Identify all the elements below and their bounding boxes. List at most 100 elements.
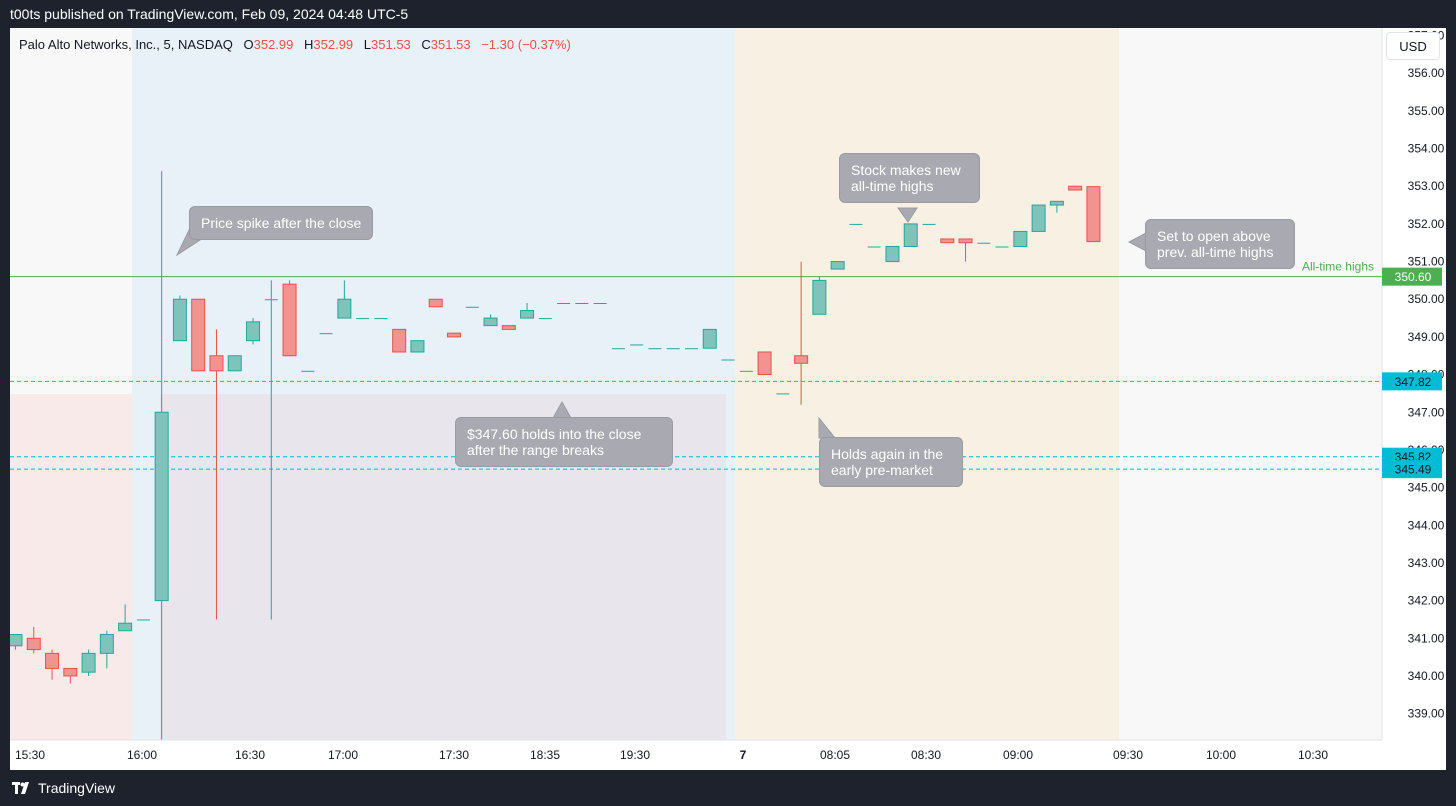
candle[interactable] bbox=[575, 303, 589, 305]
candle[interactable] bbox=[940, 238, 955, 244]
candle[interactable] bbox=[903, 223, 918, 247]
candle[interactable] bbox=[812, 276, 827, 315]
candle[interactable] bbox=[648, 348, 662, 350]
candle[interactable] bbox=[958, 238, 973, 262]
candle-body bbox=[922, 223, 936, 225]
candle-body bbox=[575, 303, 589, 305]
callout-holds-close: $347.60 holds into the close after the r… bbox=[455, 417, 673, 467]
candle[interactable] bbox=[721, 359, 735, 361]
level-price-tag bbox=[1382, 267, 1442, 286]
candle[interactable] bbox=[81, 649, 96, 676]
candle[interactable] bbox=[611, 348, 625, 350]
candle[interactable] bbox=[630, 344, 644, 346]
candle[interactable] bbox=[374, 318, 388, 320]
candle[interactable] bbox=[246, 318, 261, 345]
candle[interactable] bbox=[227, 355, 242, 372]
candle-body bbox=[392, 328, 407, 353]
callout-price-spike: Price spike after the close bbox=[189, 206, 374, 240]
candle[interactable] bbox=[538, 318, 552, 320]
candle[interactable] bbox=[995, 246, 1009, 248]
currency-button[interactable]: USD bbox=[1386, 32, 1440, 60]
candle[interactable] bbox=[483, 314, 498, 327]
candle[interactable] bbox=[666, 348, 680, 350]
candle[interactable] bbox=[191, 298, 206, 372]
candle-body bbox=[958, 238, 973, 244]
callout-line: prev. all-time highs bbox=[1157, 244, 1274, 260]
candle[interactable] bbox=[776, 393, 790, 395]
candle[interactable] bbox=[757, 351, 772, 376]
level-price-tag bbox=[1382, 460, 1442, 479]
candle[interactable] bbox=[977, 242, 991, 244]
candle[interactable] bbox=[739, 370, 753, 372]
candle[interactable] bbox=[99, 630, 114, 669]
candle-body bbox=[1068, 185, 1083, 191]
candle[interactable] bbox=[45, 649, 60, 680]
candle[interactable] bbox=[410, 340, 425, 353]
candle[interactable] bbox=[209, 329, 224, 620]
candle[interactable] bbox=[1013, 230, 1028, 247]
range-zone-left bbox=[10, 394, 132, 740]
candle[interactable] bbox=[1086, 186, 1101, 243]
candle-body bbox=[337, 298, 352, 319]
candle[interactable] bbox=[154, 171, 169, 744]
candle-body bbox=[81, 652, 96, 673]
candle[interactable] bbox=[446, 332, 461, 338]
callout-new-highs: Stock makes new all-time highs bbox=[839, 153, 980, 203]
y-tick-label: 340.00 bbox=[1408, 669, 1445, 683]
candle[interactable] bbox=[1068, 185, 1083, 191]
candle[interactable] bbox=[301, 370, 315, 372]
candle[interactable] bbox=[849, 223, 863, 225]
candle[interactable] bbox=[428, 298, 443, 308]
candle-body bbox=[794, 355, 809, 364]
x-tick-label: 09:00 bbox=[1003, 748, 1033, 762]
candle-body bbox=[227, 355, 242, 372]
open-value: 352.99 bbox=[253, 37, 294, 52]
candle-body bbox=[282, 283, 297, 357]
candle[interactable] bbox=[830, 261, 845, 270]
candle[interactable] bbox=[794, 261, 809, 405]
candle[interactable] bbox=[337, 280, 352, 319]
candle[interactable] bbox=[520, 303, 535, 319]
high-label: H bbox=[304, 37, 314, 52]
candle[interactable] bbox=[501, 325, 516, 330]
candle[interactable] bbox=[136, 619, 150, 621]
candle-body bbox=[849, 223, 863, 225]
candle-body bbox=[301, 370, 315, 372]
candle[interactable] bbox=[557, 303, 571, 305]
level-price-tag bbox=[1382, 372, 1442, 391]
candle[interactable] bbox=[1031, 204, 1046, 232]
candlestick-chart[interactable]: All-time highs 339.00 340.00 341.00 342.00 3… bbox=[10, 28, 1446, 770]
candle[interactable] bbox=[118, 604, 133, 632]
candle[interactable] bbox=[172, 295, 187, 342]
candle[interactable] bbox=[26, 626, 41, 654]
y-tick-label: 356.00 bbox=[1408, 66, 1445, 80]
x-tick-label: 09:30 bbox=[1113, 748, 1143, 762]
candle[interactable] bbox=[593, 303, 607, 305]
candle[interactable] bbox=[867, 246, 881, 248]
candle-body bbox=[172, 298, 187, 342]
candle-body bbox=[264, 299, 278, 301]
candle[interactable] bbox=[392, 328, 407, 353]
candle[interactable] bbox=[63, 667, 78, 684]
candle[interactable] bbox=[319, 333, 333, 335]
candle[interactable] bbox=[465, 306, 479, 308]
time-axis[interactable] bbox=[10, 740, 1382, 770]
candle-body bbox=[501, 325, 516, 330]
price-axis[interactable] bbox=[1382, 28, 1446, 770]
candle[interactable] bbox=[282, 280, 297, 357]
tradingview-brand[interactable]: TradingView bbox=[12, 770, 115, 806]
candle[interactable] bbox=[922, 223, 936, 225]
candle-body bbox=[940, 238, 955, 244]
candle[interactable] bbox=[1049, 200, 1064, 213]
candle[interactable] bbox=[684, 348, 698, 350]
candle[interactable] bbox=[356, 318, 370, 320]
candle-body bbox=[593, 303, 607, 305]
level-price-label: 350.60 bbox=[1395, 270, 1432, 284]
candle[interactable] bbox=[10, 634, 23, 650]
candle[interactable] bbox=[264, 280, 278, 620]
candle[interactable] bbox=[702, 328, 717, 349]
candle[interactable] bbox=[885, 245, 900, 263]
candle-body bbox=[319, 333, 333, 335]
candle-body bbox=[26, 637, 41, 651]
candle-body bbox=[995, 246, 1009, 248]
